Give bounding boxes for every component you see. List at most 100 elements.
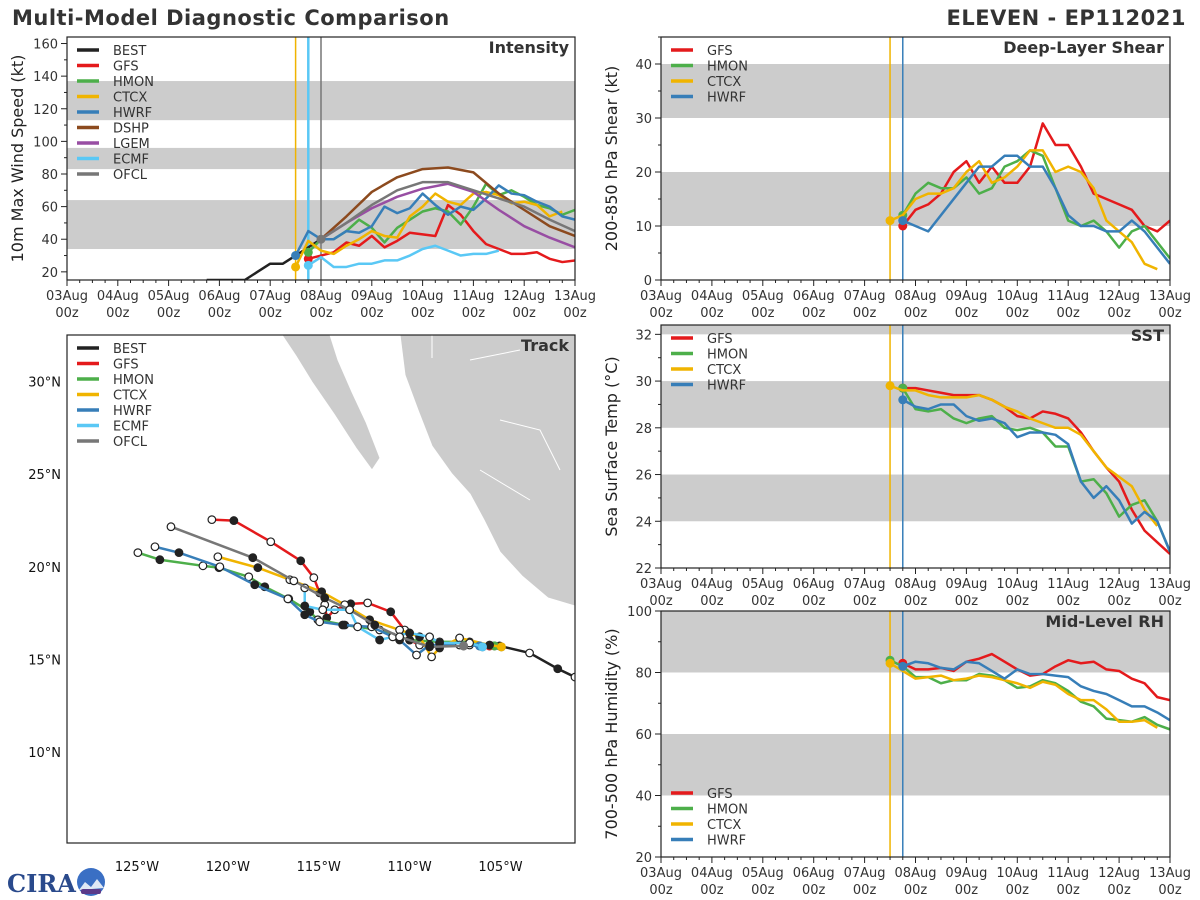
track-point-hwrf — [250, 580, 260, 590]
storm-id: ELEVEN - EP112021 — [946, 6, 1186, 30]
x-tick-label: 11Aug — [1047, 577, 1089, 592]
panel-title: SST — [1131, 326, 1164, 345]
x-tick-label: 04Aug — [691, 289, 733, 304]
x-tick-sublabel: 00z — [411, 306, 435, 321]
x-tick-label: 13Aug — [554, 289, 596, 304]
y-axis-label: 10m Max Wind Speed (kt) — [8, 55, 27, 263]
y-tick-label: 22 — [635, 562, 652, 577]
legend-label-ctcx: CTCX — [113, 91, 147, 106]
legend-label-hwrf: HWRF — [707, 379, 746, 394]
track-point-hwrf — [300, 610, 310, 620]
legend-label-gfs: GFS — [113, 60, 139, 75]
legend-label-gfs: GFS — [707, 332, 733, 347]
track-point-best — [570, 672, 575, 682]
x-tick-label: 08Aug — [300, 289, 342, 304]
legend-label-hmon: HMON — [707, 348, 748, 363]
x-tick-label: 115°W — [297, 860, 341, 875]
x-tick-sublabel: 00z — [853, 594, 877, 609]
x-tick-sublabel: 00z — [751, 883, 775, 898]
y-tick-label: 10 — [635, 220, 652, 235]
y-tick-label: 32 — [635, 328, 652, 343]
x-tick-label: 12Aug — [1098, 577, 1140, 592]
legend-label-gfs: GFS — [707, 44, 733, 59]
track-point-ofcl — [425, 642, 434, 652]
series-line-hwrf — [902, 660, 1170, 722]
legend-label-ecmf: ECMF — [113, 420, 149, 435]
x-tick-label: 05Aug — [742, 289, 784, 304]
land-baja — [281, 335, 381, 471]
svg-text:CIRA: CIRA — [7, 869, 76, 898]
x-tick-label: 07Aug — [844, 577, 886, 592]
x-tick-sublabel: 00z — [563, 306, 587, 321]
x-tick-label: 110°W — [388, 860, 432, 875]
init-point-ctcx — [885, 381, 895, 391]
track-point-hmon — [155, 555, 165, 565]
track-point-ecmf — [300, 601, 310, 611]
track-panel: Track 125°W 120°W 115°W 110°W 105°W 10°N 15°N 20… — [28, 334, 576, 875]
x-tick-label: 09Aug — [945, 289, 987, 304]
x-tick-sublabel: 00z — [55, 306, 79, 321]
track-point-hwrf — [174, 548, 184, 558]
x-tick-sublabel: 00z — [309, 306, 333, 321]
x-tick-sublabel: 00z — [1006, 306, 1030, 321]
x-tick-sublabel: 00z — [802, 306, 826, 321]
track-point-best — [525, 648, 534, 658]
y-tick-label: 120 — [33, 103, 58, 118]
legend-label-ofcl: OFCL — [113, 168, 148, 183]
legend-label-hwrf: HWRF — [113, 106, 152, 121]
sst-plot-area — [661, 325, 1170, 568]
x-tick-sublabel: 00z — [1057, 306, 1081, 321]
legend-label-hmon: HMON — [707, 803, 748, 818]
x-tick-sublabel: 00z — [259, 306, 283, 321]
y-tick-label: 80 — [41, 168, 58, 183]
y-tick-label: 0 — [644, 274, 652, 289]
land-mexico — [399, 335, 575, 607]
series-line-ctcx — [889, 662, 1158, 729]
track-point-ofcl — [395, 632, 405, 642]
x-tick-sublabel: 00z — [1006, 594, 1030, 609]
x-tick-sublabel: 00z — [1057, 883, 1081, 898]
y-tick-label: 10°N — [28, 746, 61, 761]
x-tick-label: 12Aug — [503, 289, 545, 304]
x-tick-sublabel: 00z — [751, 306, 775, 321]
x-tick-label: 07Aug — [844, 866, 886, 881]
x-tick-sublabel: 00z — [904, 306, 928, 321]
x-tick-sublabel: 00z — [1057, 594, 1081, 609]
panel-title: Deep-Layer Shear — [1003, 38, 1164, 57]
x-tick-label: 08Aug — [895, 289, 937, 304]
track-point-gfs — [207, 515, 217, 525]
y-tick-label: 20°N — [28, 561, 61, 576]
y-tick-label: 28 — [635, 422, 652, 437]
series-line-hmon — [901, 149, 1170, 260]
x-tick-sublabel: 00z — [955, 306, 979, 321]
x-tick-label: 04Aug — [97, 289, 139, 304]
x-tick-sublabel: 00z — [751, 594, 775, 609]
series-line-hwrf — [902, 154, 1170, 265]
x-tick-label: 12Aug — [1098, 289, 1140, 304]
state-borders — [431, 335, 561, 501]
intensity-plot-area — [67, 37, 575, 280]
series-line-ofcl — [320, 180, 575, 241]
y-tick-label: 30 — [635, 375, 652, 390]
track-point-ctcx — [485, 640, 494, 650]
track-point-gfs — [363, 598, 373, 608]
track-plot-area — [133, 335, 575, 682]
x-tick-label: 10Aug — [996, 577, 1038, 592]
panel-title: Intensity — [489, 38, 570, 57]
x-tick-label: 09Aug — [945, 577, 987, 592]
x-tick-label: 10Aug — [996, 289, 1038, 304]
x-tick-label: 07Aug — [249, 289, 291, 304]
series-line-lgem — [320, 182, 575, 249]
x-tick-sublabel: 00z — [1006, 883, 1030, 898]
track-point-gfs — [229, 516, 239, 525]
x-tick-sublabel: 00z — [649, 306, 673, 321]
cira-logo: CIRA — [7, 868, 105, 898]
x-tick-sublabel: 00z — [700, 306, 724, 321]
y-tick-label: 20 — [635, 166, 652, 181]
track-point-hmon — [133, 548, 143, 558]
track-point-ecmf — [353, 622, 363, 632]
x-tick-label: 04Aug — [691, 577, 733, 592]
y-tick-label: 100 — [627, 605, 652, 620]
x-tick-sublabel: 00z — [1158, 594, 1182, 609]
y-tick-label: 25°N — [28, 468, 61, 483]
